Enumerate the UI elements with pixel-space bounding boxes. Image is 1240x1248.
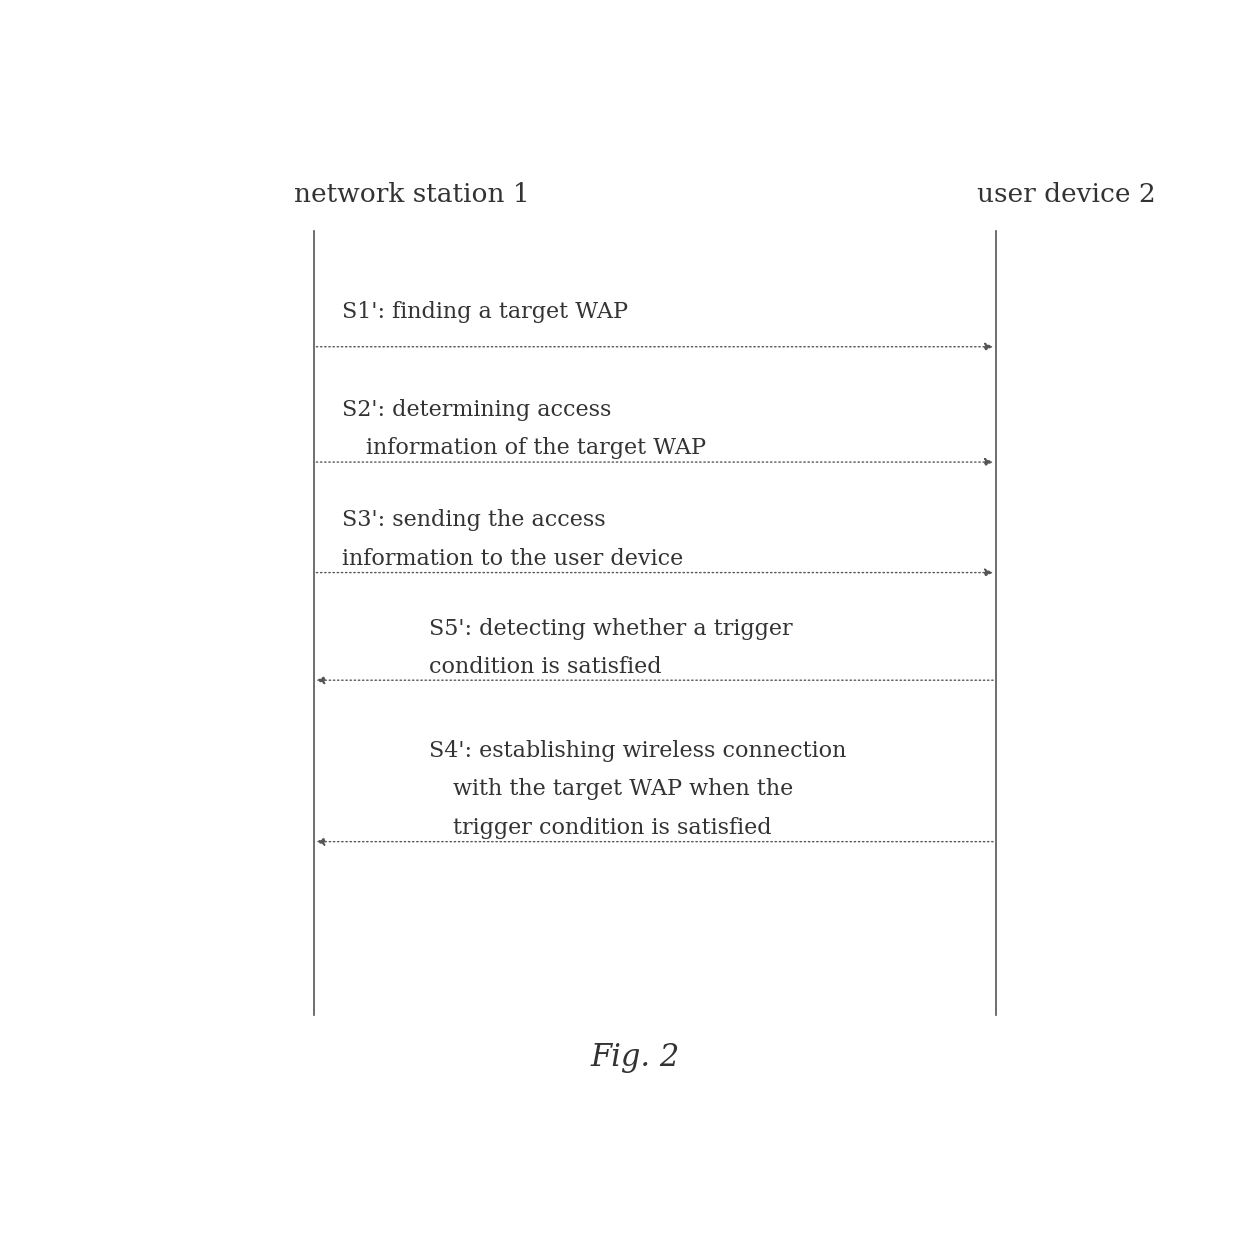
Text: Fig. 2: Fig. 2 [591,1042,680,1073]
Text: S4': establishing wireless connection: S4': establishing wireless connection [429,740,846,761]
Text: condition is satisfied: condition is satisfied [429,656,661,679]
Text: trigger condition is satisfied: trigger condition is satisfied [453,816,771,839]
Text: S5': detecting whether a trigger: S5': detecting whether a trigger [429,618,792,640]
Text: network station 1: network station 1 [294,182,529,207]
Text: S1': finding a target WAP: S1': finding a target WAP [342,301,629,323]
Text: information to the user device: information to the user device [342,548,683,569]
Text: S2': determining access: S2': determining access [342,399,611,421]
Text: S3': sending the access: S3': sending the access [342,509,606,532]
Text: information of the target WAP: information of the target WAP [367,437,707,459]
Text: user device 2: user device 2 [977,182,1156,207]
Text: with the target WAP when the: with the target WAP when the [453,779,794,800]
